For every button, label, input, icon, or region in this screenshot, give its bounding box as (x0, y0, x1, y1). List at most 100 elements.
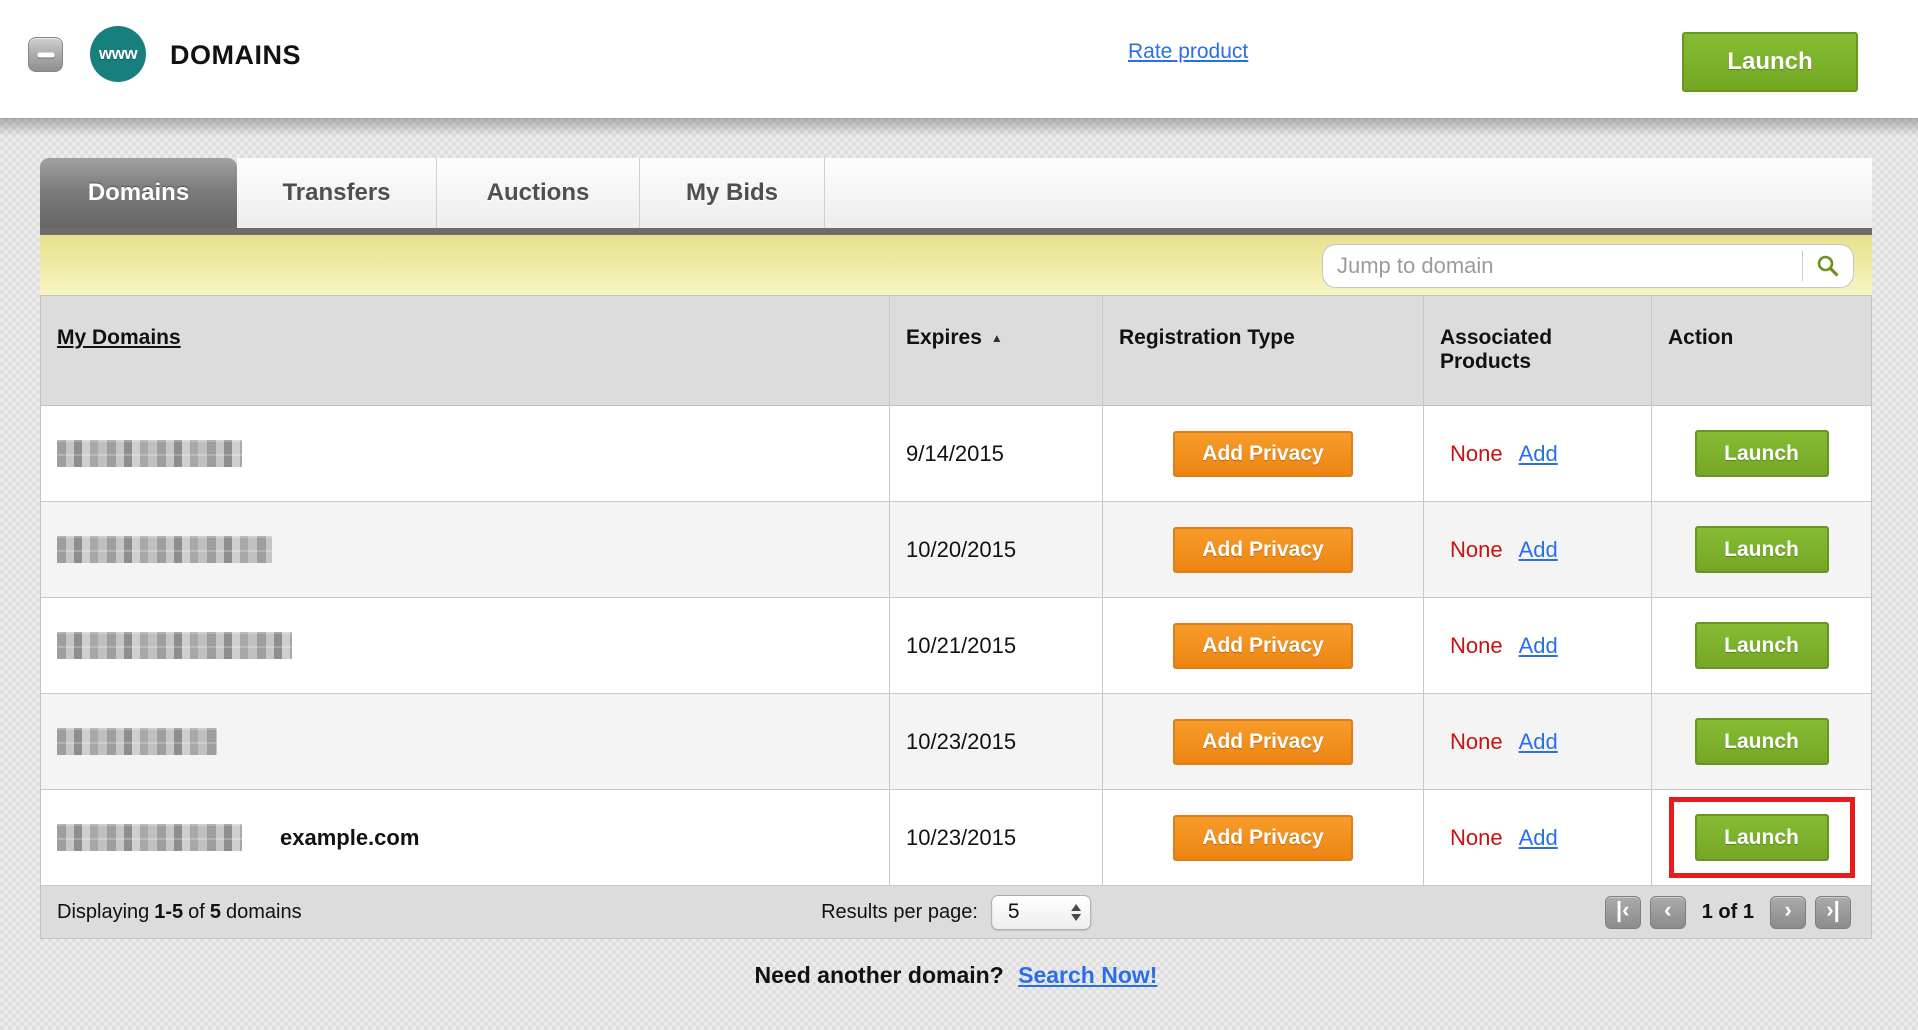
page-title: DOMAINS (170, 39, 301, 70)
associated-cell: None Add (1424, 694, 1652, 790)
redacted-domain-name (57, 824, 242, 851)
action-cell: Launch (1652, 790, 1871, 886)
need-another-domain-text: Need another domain? (754, 962, 1004, 988)
associated-cell: None Add (1424, 790, 1652, 886)
red-highlight-box: Launch (1668, 797, 1855, 878)
results-per-page-select[interactable]: 5 (990, 894, 1091, 930)
redacted-domain-name (57, 728, 217, 755)
domain-cell (41, 406, 890, 502)
rate-product-link[interactable]: Rate product (1128, 40, 1249, 63)
tab-underbar (40, 228, 1872, 235)
header-registration-type: Registration Type (1103, 296, 1424, 406)
jump-to-domain-input[interactable] (1323, 253, 1802, 279)
results-per-page-label: Results per page: (821, 900, 978, 923)
action-cell: Launch (1652, 406, 1871, 502)
www-domains-icon: www (90, 26, 146, 82)
table-row: 10/20/2015 Add Privacy None Add Launch (41, 502, 1871, 598)
registration-cell: Add Privacy (1103, 598, 1424, 694)
expires-cell: 10/23/2015 (890, 790, 1103, 886)
header-expires[interactable]: Expires ▲ (890, 296, 1103, 406)
search-button[interactable] (1803, 245, 1853, 287)
previous-page-button[interactable]: ‹ (1649, 895, 1686, 929)
add-privacy-button[interactable]: Add Privacy (1173, 718, 1353, 765)
redacted-domain-name (57, 440, 242, 467)
search-icon (1817, 255, 1839, 277)
tab-domains-active[interactable]: Domains (40, 158, 237, 228)
add-product-link[interactable]: Add (1518, 440, 1558, 466)
tab-auctions[interactable]: Auctions (437, 158, 640, 228)
header-action: Action (1652, 296, 1871, 406)
action-cell: Launch (1652, 598, 1871, 694)
search-divider (1802, 251, 1803, 281)
first-page-button[interactable]: |‹ (1604, 895, 1641, 929)
domain-annotation-label: example.com (280, 824, 420, 850)
expires-cell: 10/21/2015 (890, 598, 1103, 694)
registration-cell: Add Privacy (1103, 790, 1424, 886)
select-stepper-icon (1070, 903, 1081, 921)
add-privacy-button[interactable]: Add Privacy (1173, 526, 1353, 573)
page-status: 1 of 1 (1701, 900, 1754, 923)
associated-cell: None Add (1424, 406, 1652, 502)
displaying-range: 1-5 (154, 900, 184, 923)
redacted-domain-name (57, 632, 292, 659)
action-cell: Launch (1652, 502, 1871, 598)
associated-cell: None Add (1424, 598, 1652, 694)
registration-cell: Add Privacy (1103, 502, 1424, 598)
associated-none-value: None (1450, 536, 1503, 562)
domain-cell (41, 598, 890, 694)
displaying-total: 5 (209, 900, 221, 923)
pagination: |‹ ‹ 1 of 1 › ›| (1604, 895, 1851, 929)
table-footer: Displaying 1-5 of 5 domains Results per … (41, 886, 1871, 938)
domain-cell: example.com (41, 790, 890, 886)
add-product-link[interactable]: Add (1518, 536, 1558, 562)
table-row: 10/21/2015 Add Privacy None Add Launch (41, 598, 1871, 694)
launch-button-highlighted[interactable]: Launch (1694, 814, 1829, 861)
launch-button[interactable]: Launch (1694, 718, 1829, 765)
my-domains-sort-link[interactable]: My Domains (57, 326, 181, 349)
expires-cell: 10/23/2015 (890, 694, 1103, 790)
tab-strip: Transfers Auctions My Bids (237, 158, 1872, 228)
next-page-button[interactable]: › (1770, 895, 1806, 929)
add-privacy-button[interactable]: Add Privacy (1173, 430, 1353, 477)
add-privacy-button[interactable]: Add Privacy (1173, 622, 1353, 669)
top-header: www DOMAINS Rate product Launch (0, 0, 1918, 118)
tab-transfers[interactable]: Transfers (237, 158, 437, 228)
associated-none-value: None (1450, 824, 1503, 850)
displaying-status: Displaying 1-5 of 5 domains (57, 900, 302, 923)
launch-button[interactable]: Launch (1694, 526, 1829, 573)
domain-cell (41, 502, 890, 598)
need-another-domain-row: Need another domain? Search Now! (40, 962, 1872, 989)
launch-button[interactable]: Launch (1694, 622, 1829, 669)
search-now-link[interactable]: Search Now! (1018, 962, 1158, 988)
expires-cell: 9/14/2015 (890, 406, 1103, 502)
jump-to-domain-box (1322, 244, 1854, 288)
associated-none-value: None (1450, 440, 1503, 466)
table-header-row: My Domains Expires ▲ Registration Type A… (41, 296, 1871, 406)
associated-none-value: None (1450, 632, 1503, 658)
action-cell: Launch (1652, 694, 1871, 790)
add-product-link[interactable]: Add (1518, 728, 1558, 754)
add-product-link[interactable]: Add (1518, 632, 1558, 658)
redacted-domain-name (57, 536, 272, 563)
minus-icon (37, 52, 54, 57)
results-per-page-value: 5 (1007, 900, 1020, 923)
launch-button[interactable]: Launch (1694, 430, 1829, 477)
results-per-page-group: Results per page: 5 (821, 894, 1091, 930)
tab-my-bids[interactable]: My Bids (640, 158, 825, 228)
registration-cell: Add Privacy (1103, 406, 1424, 502)
registration-cell: Add Privacy (1103, 694, 1424, 790)
last-page-button[interactable]: ›| (1815, 895, 1851, 929)
table-row-example-com: example.com 10/23/2015 Add Privacy None A… (41, 790, 1871, 886)
add-privacy-button[interactable]: Add Privacy (1173, 814, 1353, 861)
header-launch-button[interactable]: Launch (1682, 32, 1858, 92)
collapse-panel-button[interactable] (28, 37, 63, 72)
associated-cell: None Add (1424, 502, 1652, 598)
domains-table: My Domains Expires ▲ Registration Type A… (40, 295, 1872, 939)
associated-none-value: None (1450, 728, 1503, 754)
domain-cell (41, 694, 890, 790)
add-product-link[interactable]: Add (1518, 824, 1558, 850)
table-row: 10/23/2015 Add Privacy None Add Launch (41, 694, 1871, 790)
search-bar (40, 235, 1872, 295)
header-associated-products: Associated Products (1424, 296, 1652, 406)
